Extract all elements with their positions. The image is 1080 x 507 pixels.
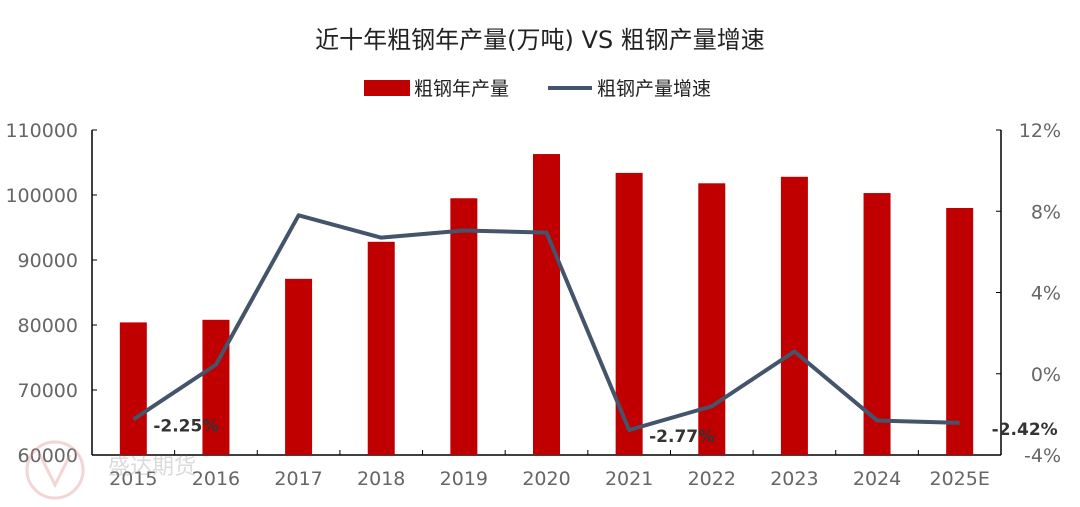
- left-tick-label: 100000: [5, 185, 78, 207]
- legend-line-label: 粗钢产量增速: [597, 78, 711, 100]
- watermark-text: 盛达期货: [108, 455, 196, 480]
- bar-2018: [368, 242, 395, 455]
- legend-bar-swatch: [364, 80, 410, 96]
- x-tick-label: 2019: [440, 468, 488, 490]
- x-tick-label: 2023: [770, 468, 818, 490]
- bar-2017: [285, 279, 312, 455]
- x-tick-label: 2022: [688, 468, 736, 490]
- bar-2025E: [946, 208, 973, 455]
- left-tick-label: 80000: [18, 315, 78, 337]
- bar-2022: [698, 183, 725, 455]
- data-label-2021: -2.77%: [649, 427, 715, 447]
- x-tick-label: 2021: [605, 468, 653, 490]
- left-tick-label: 90000: [18, 250, 78, 272]
- chart-title: 近十年粗钢年产量(万吨) VS 粗钢产量增速: [315, 26, 765, 54]
- legend-bar-label: 粗钢年产量: [414, 78, 509, 100]
- x-tick-label: 2020: [522, 468, 570, 490]
- x-tick-label: 2018: [357, 468, 405, 490]
- right-tick-label: 12%: [1019, 120, 1061, 142]
- right-tick-label: 0%: [1031, 364, 1061, 386]
- left-tick-label: 70000: [18, 380, 78, 402]
- data-label-2015: -2.25%: [153, 416, 219, 436]
- bar-2023: [781, 177, 808, 455]
- legend: 粗钢年产量 粗钢产量增速: [364, 78, 711, 100]
- right-tick-label: 8%: [1031, 201, 1061, 223]
- left-tick-label: 110000: [5, 120, 78, 142]
- bar-2020: [533, 154, 560, 455]
- x-tick-label: 2017: [274, 468, 322, 490]
- x-tick-label: 2024: [853, 468, 901, 490]
- bar-2024: [864, 193, 891, 455]
- bar-2019: [450, 198, 477, 455]
- right-tick-label: -4%: [1024, 445, 1061, 467]
- bar-2021: [616, 173, 643, 455]
- x-tick-label: 2025E: [930, 468, 990, 490]
- right-tick-label: 4%: [1031, 283, 1061, 305]
- x-tick-label: 2016: [192, 468, 240, 490]
- data-label-2025E: -2.42%: [992, 420, 1058, 440]
- bar-2015: [120, 322, 147, 455]
